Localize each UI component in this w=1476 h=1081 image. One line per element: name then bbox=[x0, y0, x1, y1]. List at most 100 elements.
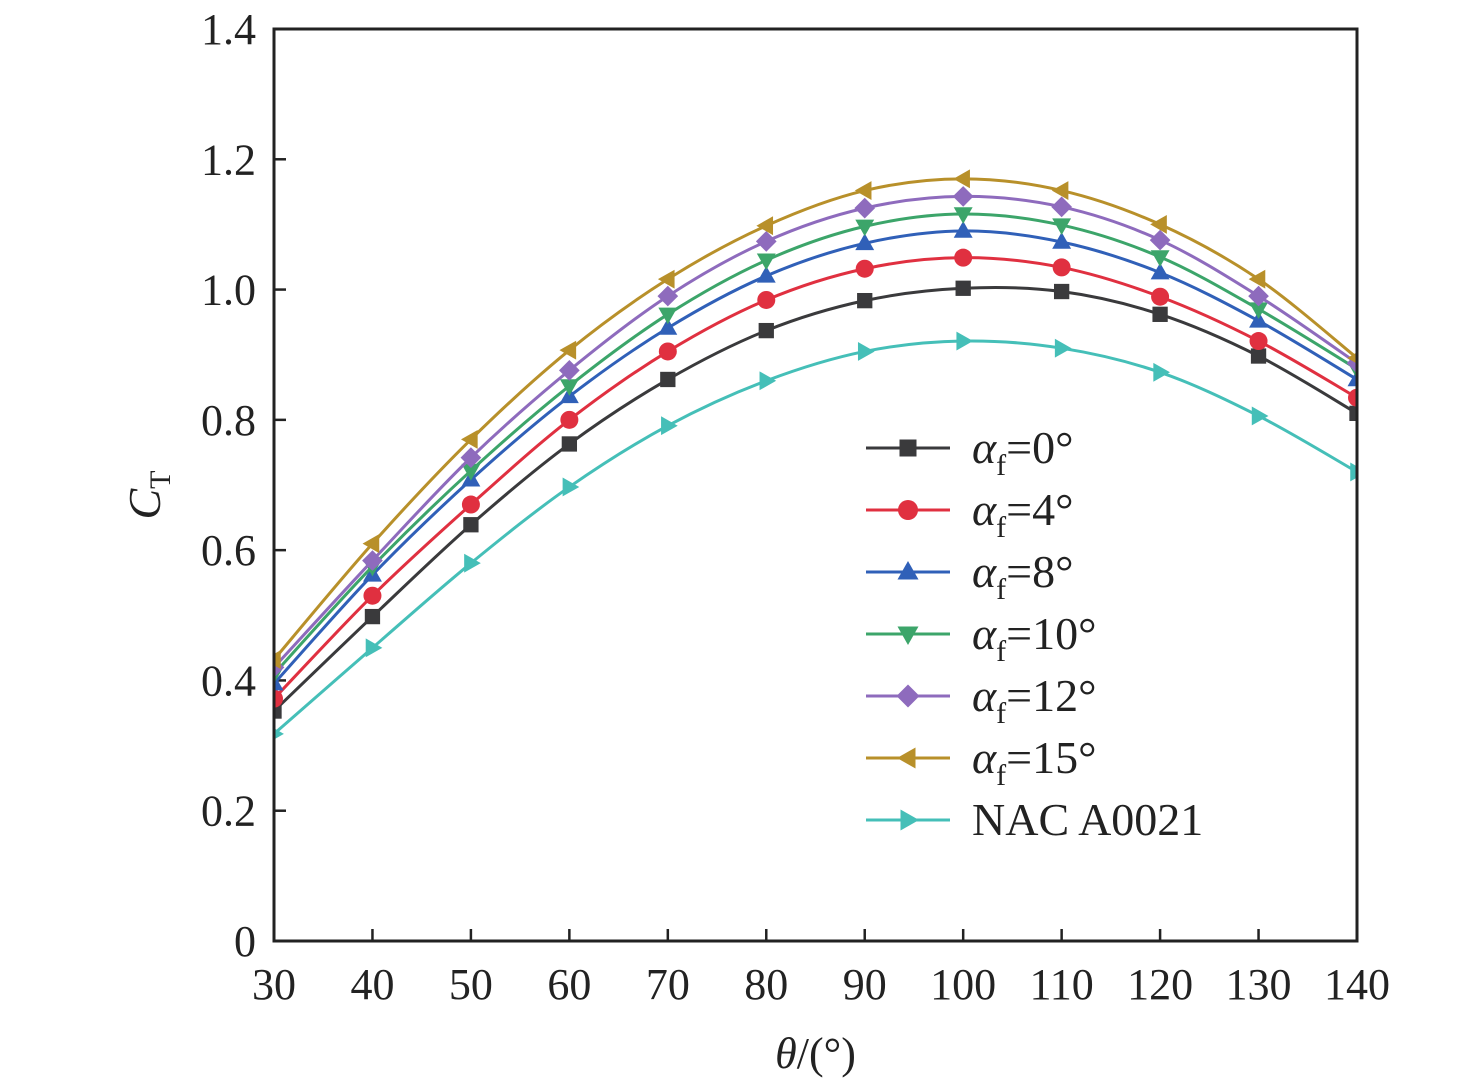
data-point bbox=[657, 285, 679, 307]
data-point bbox=[756, 253, 776, 271]
legend-label-sub: f bbox=[996, 635, 1006, 668]
y-axis-title: CT bbox=[119, 470, 177, 519]
data-point bbox=[757, 290, 776, 309]
data-point bbox=[1347, 369, 1357, 387]
data-point bbox=[898, 500, 918, 520]
data-point bbox=[855, 259, 874, 278]
legend-label-main: α bbox=[972, 484, 997, 535]
legend-label: αf=8° bbox=[972, 546, 1074, 606]
y-tick-label: 0.6 bbox=[201, 526, 256, 575]
x-tick-label: 30 bbox=[252, 960, 296, 1009]
series-markers bbox=[274, 331, 1357, 740]
legend-label-rest: =12° bbox=[1006, 670, 1096, 721]
series-3 bbox=[272, 207, 1358, 684]
legend-label-main: α bbox=[972, 546, 997, 597]
legend-label-rest: =10° bbox=[1006, 608, 1096, 659]
data-point bbox=[559, 379, 579, 396]
data-point bbox=[755, 231, 777, 252]
legend-item: αf=4° bbox=[866, 484, 1074, 544]
y-tick-label: 0.8 bbox=[201, 396, 256, 445]
legend-label-main: α bbox=[972, 608, 997, 659]
legend: αf=0°αf=4°αf=8°αf=10°αf=12°αf=15°NAC A00… bbox=[866, 422, 1203, 845]
series-line bbox=[272, 194, 1358, 669]
x-tick-label: 100 bbox=[930, 960, 996, 1009]
legend-item: αf=8° bbox=[866, 546, 1074, 606]
data-point bbox=[461, 429, 478, 449]
data-point bbox=[953, 207, 973, 224]
data-point bbox=[461, 463, 481, 481]
data-point bbox=[1153, 362, 1170, 382]
data-point bbox=[461, 495, 480, 514]
legend-item: αf=12° bbox=[866, 670, 1097, 730]
data-point bbox=[1151, 287, 1170, 306]
data-point bbox=[660, 371, 676, 388]
series-markers bbox=[274, 186, 1357, 678]
data-point bbox=[364, 608, 381, 625]
y-tick-label: 0.2 bbox=[201, 787, 256, 836]
data-point bbox=[460, 447, 482, 468]
data-point bbox=[956, 331, 974, 351]
legend-item: αf=15° bbox=[866, 732, 1097, 792]
data-point bbox=[365, 638, 383, 658]
data-point bbox=[1054, 338, 1072, 358]
data-point bbox=[954, 248, 973, 267]
legend-label-rest: =15° bbox=[1006, 732, 1096, 783]
plot-frame bbox=[272, 27, 1359, 943]
data-point bbox=[463, 517, 479, 533]
x-tick-label: 50 bbox=[449, 960, 493, 1009]
data-point bbox=[1250, 348, 1267, 364]
data-point bbox=[756, 216, 774, 236]
data-point bbox=[900, 809, 919, 831]
legend-label-main: NAC A0021 bbox=[972, 794, 1203, 845]
data-point bbox=[955, 280, 971, 296]
legend-label-sub: f bbox=[996, 573, 1006, 606]
legend-label: αf=12° bbox=[972, 670, 1097, 730]
data-point bbox=[362, 534, 380, 554]
legend-label-main: α bbox=[972, 732, 997, 783]
series-6 bbox=[273, 331, 1358, 740]
data-point bbox=[559, 340, 577, 360]
x-tick-label: 60 bbox=[547, 960, 591, 1009]
legend-label: NAC A0021 bbox=[972, 794, 1203, 845]
y-tick-label: 0.4 bbox=[201, 656, 256, 705]
legend-label-rest: =0° bbox=[1006, 422, 1073, 473]
x-axis: 30 40 50 60 70 80 90 100 110 120 130 140 bbox=[252, 929, 1390, 1009]
legend-label: αf=10° bbox=[972, 608, 1097, 668]
data-point bbox=[562, 477, 580, 497]
series-markers bbox=[274, 221, 1357, 691]
data-point bbox=[1152, 306, 1168, 322]
data-point bbox=[274, 703, 282, 719]
series-5 bbox=[272, 169, 1358, 670]
data-point bbox=[1348, 388, 1357, 407]
x-axis-title-symbol: θ bbox=[775, 1029, 797, 1078]
data-point bbox=[1052, 218, 1072, 235]
legend-label-rest: =8° bbox=[1006, 546, 1073, 597]
data-point bbox=[857, 292, 873, 309]
data-point bbox=[560, 410, 579, 429]
data-point bbox=[756, 265, 776, 283]
series-4 bbox=[272, 186, 1358, 678]
series-line bbox=[272, 229, 1358, 685]
data-point bbox=[559, 359, 580, 381]
data-point bbox=[1248, 285, 1269, 307]
data-point bbox=[1349, 405, 1357, 421]
data-point bbox=[657, 269, 675, 289]
series-2 bbox=[272, 221, 1358, 691]
data-point bbox=[274, 728, 284, 740]
data-point bbox=[896, 684, 920, 708]
data-point bbox=[857, 342, 875, 361]
legend-label: αf=15° bbox=[972, 732, 1097, 792]
data-point bbox=[854, 181, 872, 201]
data-point bbox=[362, 550, 383, 571]
legend-label-rest: =4° bbox=[1006, 484, 1073, 535]
series-layer bbox=[272, 169, 1358, 740]
data-point bbox=[658, 342, 677, 361]
x-tick-label: 80 bbox=[744, 960, 788, 1009]
legend-label-sub: f bbox=[996, 449, 1006, 482]
data-point bbox=[661, 416, 678, 436]
data-point bbox=[274, 689, 283, 708]
x-tick-label: 40 bbox=[350, 960, 394, 1009]
x-tick-label: 130 bbox=[1226, 960, 1292, 1009]
data-point bbox=[1347, 352, 1357, 364]
data-point bbox=[1350, 462, 1357, 482]
